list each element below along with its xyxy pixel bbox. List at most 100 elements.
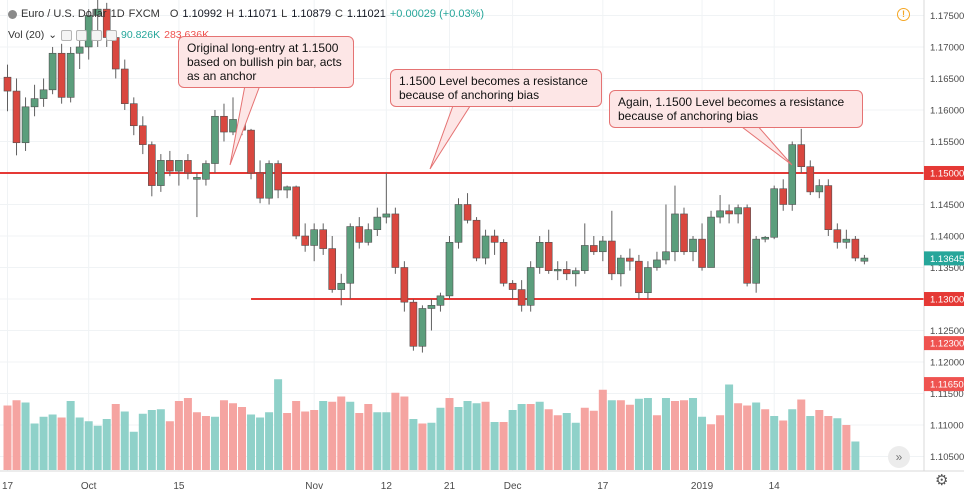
candle	[680, 207, 688, 255]
candle	[211, 109, 219, 173]
more-icon[interactable]	[106, 29, 117, 41]
candle	[490, 229, 499, 255]
candle-body	[427, 305, 436, 309]
symbol-status-dot	[8, 9, 17, 19]
volume-bar	[102, 419, 111, 470]
callout-anchor-entry[interactable]: Original long-entry at 1.1500 based on b…	[178, 36, 354, 88]
volume-bar	[147, 410, 156, 470]
candle	[75, 40, 84, 70]
volume-bar	[129, 431, 138, 470]
callout-resistance-2[interactable]: Again, 1.1500 Level becomes a resistance…	[609, 90, 863, 128]
candle-body	[256, 172, 264, 199]
volume-bar	[156, 409, 165, 470]
volume-bar	[229, 403, 237, 470]
candle	[571, 267, 580, 287]
candle	[139, 116, 147, 155]
candle	[337, 273, 346, 306]
y-tick-label: 1.12500	[930, 326, 964, 337]
candle-body	[833, 229, 842, 243]
candle	[454, 198, 463, 249]
candle	[770, 185, 779, 240]
candle	[364, 223, 373, 246]
candle	[436, 292, 445, 312]
candle-body	[66, 52, 75, 98]
candle-body	[743, 207, 751, 284]
callout-anchor-entry-text: Original long-entry at 1.1500 based on b…	[187, 41, 342, 83]
candle	[445, 236, 454, 300]
candle-body	[716, 210, 724, 218]
candle-body	[562, 269, 571, 275]
volume-bar	[120, 411, 129, 470]
volume-bar	[725, 384, 734, 470]
volume-bar	[779, 420, 788, 470]
callout-resistance-1[interactable]: 1.1500 Level becomes a resistance becaus…	[390, 69, 602, 107]
candle	[373, 207, 382, 236]
candle	[193, 172, 201, 218]
chevron-down-icon[interactable]: ⌄	[48, 29, 57, 41]
candle	[346, 223, 355, 300]
candle-body	[391, 213, 400, 268]
candle	[328, 236, 337, 293]
candle	[3, 64, 12, 112]
open-label: O	[169, 8, 179, 20]
high-value: 1.11071	[238, 8, 278, 20]
candle	[580, 223, 589, 274]
volume-label[interactable]: Vol (20)	[8, 29, 45, 41]
y-tick-label: 1.10500	[930, 452, 964, 463]
volume-bar	[589, 410, 598, 470]
candle	[851, 236, 860, 262]
volume-bar	[210, 416, 219, 470]
x-tick-label: 14	[769, 481, 781, 492]
candle	[644, 261, 652, 300]
scroll-to-realtime-button[interactable]: »	[888, 446, 910, 468]
volume-bar	[580, 407, 589, 470]
candle-body	[770, 188, 779, 238]
eye-icon[interactable]	[61, 29, 72, 41]
level-price-tag	[924, 292, 964, 307]
candle-body	[508, 282, 517, 290]
candle	[400, 261, 409, 312]
volume-bar	[93, 425, 102, 470]
volume-bar	[553, 415, 562, 470]
candle-body	[842, 238, 851, 243]
candle	[860, 254, 869, 265]
close-value: 1.11021	[346, 8, 386, 20]
gear-icon[interactable]: ⚙	[935, 472, 949, 489]
candle-body	[436, 295, 445, 306]
info-icon[interactable]: !	[897, 8, 910, 21]
candle	[671, 185, 679, 262]
volume-bar	[788, 409, 797, 470]
candle	[319, 223, 328, 255]
volume-bar	[481, 401, 490, 470]
candle-body	[481, 235, 490, 259]
candle	[120, 59, 129, 110]
volume-bar	[427, 422, 436, 470]
candle-body	[635, 260, 643, 294]
candle	[734, 204, 742, 224]
volume-bar	[57, 417, 66, 470]
candle-body	[662, 251, 670, 261]
volume-bar	[535, 401, 544, 470]
candle-body	[589, 245, 598, 253]
x-tick-label: Oct	[81, 481, 97, 492]
candle	[833, 223, 842, 249]
candle	[716, 195, 724, 224]
candle	[761, 236, 769, 243]
symbol-name[interactable]: Euro / U.S. Dollar	[21, 8, 107, 20]
candle-body	[93, 8, 102, 16]
volume-bar	[707, 424, 716, 470]
candle-body	[617, 257, 625, 275]
symbol-legend: Euro / U.S. Dollar 1D FXCM O 1.10992 H 1.1…	[8, 8, 484, 20]
candle	[184, 154, 192, 180]
symbol-interval[interactable]: 1D	[110, 8, 125, 20]
settings-icon[interactable]	[76, 29, 87, 41]
y-tick-label: 1.16000	[930, 105, 964, 116]
volume-bar	[138, 413, 147, 470]
candle-body	[48, 52, 57, 91]
candle	[608, 210, 616, 281]
candle-body	[175, 160, 183, 172]
x-tick-label: 15	[173, 481, 185, 492]
volume-bar	[283, 413, 292, 470]
close-icon[interactable]	[91, 29, 102, 41]
